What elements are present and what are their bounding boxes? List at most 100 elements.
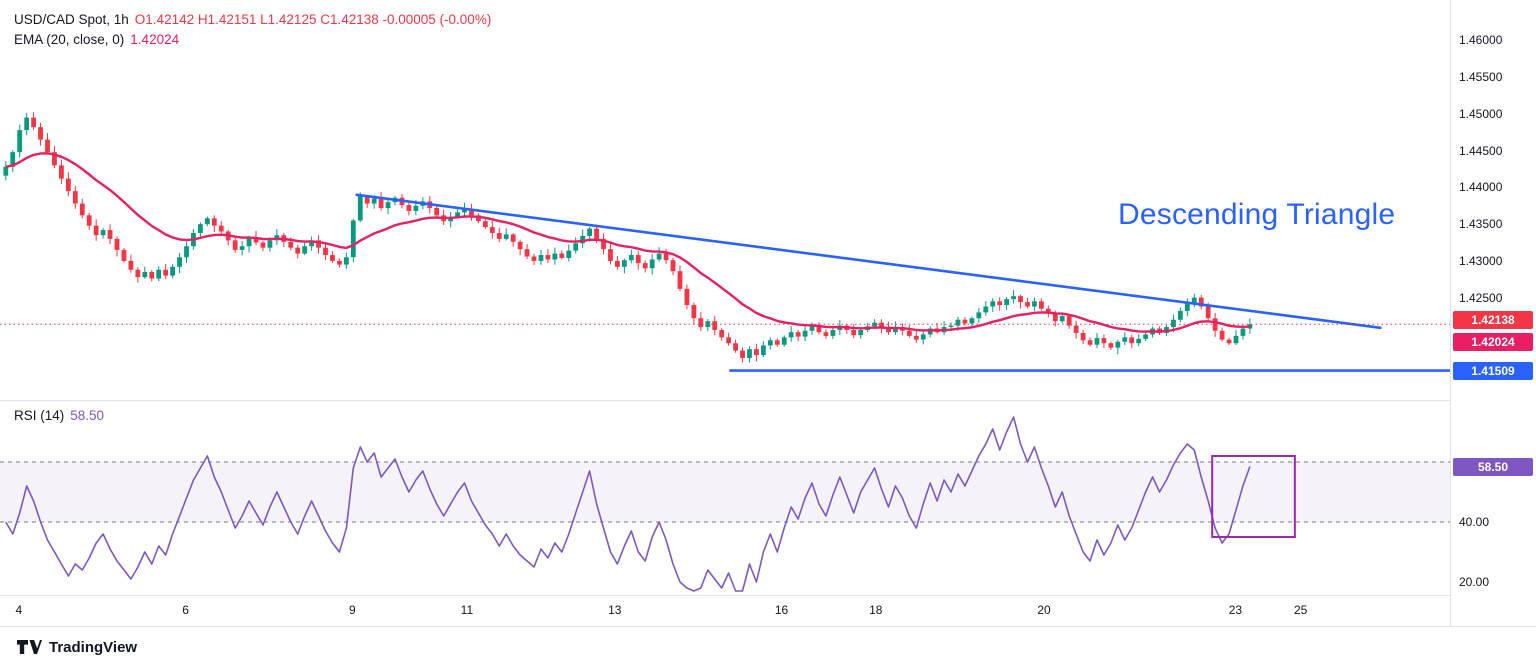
price-pane[interactable]: USD/CAD Spot, 1h O1.42142 H1.42151 L1.421… [0,0,1450,400]
candle-body [1087,340,1093,345]
rsi-chart-svg[interactable] [0,402,1450,594]
candle-body [142,271,148,278]
candle-body [462,208,467,213]
candle-body [476,215,481,222]
candle-body [469,208,474,216]
candle-body [364,196,370,204]
candle-body [545,255,551,260]
tradingview-logo[interactable]: TradingView [16,639,137,656]
candle-body [879,322,884,328]
candle-body [608,249,613,261]
descending-triangle-annotation[interactable]: Descending Triangle [1118,198,1396,231]
candle-body [983,306,989,313]
candle-body [635,255,641,264]
candle-body [754,349,759,356]
rsi-band-fill [0,462,1450,522]
candle-body [816,326,822,333]
price-chart-svg[interactable] [0,0,1450,400]
candle-body [65,178,71,192]
candle-body [288,241,294,248]
candle-body [3,166,9,176]
candle-body [350,220,356,258]
candle-body [323,247,328,256]
candle-body [1052,313,1058,322]
candle-body [830,330,836,336]
candle-body [962,319,968,324]
candle-body [649,259,655,269]
ema-indicator-label[interactable]: EMA (20, close, 0) [14,32,125,47]
candle-body [1038,301,1044,309]
candle-body [1226,339,1232,344]
candle-body [128,260,134,270]
rsi-line[interactable] [5,416,1251,592]
time-axis-label: 20 [1037,603,1051,617]
candle-body [788,332,794,338]
candle-body [587,228,593,236]
candle-body [976,312,982,319]
candle-body [1059,316,1065,322]
candle-body [663,253,669,261]
candle-body [927,328,933,335]
candle-body [684,288,690,306]
time-axis-label: 16 [774,603,789,617]
candle-body [677,271,683,289]
price-axis-label: 1.44500 [1459,143,1503,158]
candle-body [45,139,50,153]
rsi-pane[interactable]: RSI (14) 58.50 [0,402,1450,594]
candle-body [1018,296,1023,303]
symbol-title[interactable]: USD/CAD Spot, 1h [14,12,129,27]
candle-body [10,152,16,167]
candle-body [343,257,349,265]
candle-body [1198,297,1204,307]
candle-body [496,232,502,239]
candle-body [781,337,787,345]
time-axis-label: 23 [1228,603,1243,617]
candle-body [170,266,176,276]
time-axis-label: 25 [1293,603,1308,617]
candle-body [872,322,877,327]
rsi-indicator-label[interactable]: RSI (14) [14,408,65,423]
candle-body [267,240,273,248]
candle-body [482,221,488,228]
candle-body [1129,337,1135,344]
candle-body [413,205,419,211]
candle-body [302,246,308,254]
candle-body [802,330,808,337]
candle-body [747,349,752,358]
candle-body [1011,296,1016,300]
candle-body [906,330,912,336]
time-axis[interactable]: 4 6 9 11 13 16 18 20 23 25 [0,595,1450,627]
pane-divider[interactable] [0,400,1450,401]
price-axis[interactable]: 1.46000 1.45500 1.45000 1.44500 1.44000 1.435… [1450,0,1536,626]
candle-body [114,238,120,250]
candle-body [204,218,210,225]
candle-body [580,235,586,244]
rsi-highlight-box[interactable] [1211,455,1296,538]
candle-body [211,218,217,226]
candle-body [38,127,43,140]
candle-body [760,345,766,356]
candle-body [642,263,648,269]
candle-body [1247,324,1253,329]
candle-body [990,301,996,307]
time-axis-label: 9 [349,603,356,617]
time-axis-label: 6 [182,603,189,617]
candle-body [851,330,857,336]
price-badge: 1.41509 [1453,361,1533,380]
candle-body [1025,302,1030,307]
rsi-value: 58.50 [70,408,105,423]
candle-body [163,269,169,276]
candle-body [309,240,315,247]
candle-body [913,335,919,340]
descending-trendline[interactable] [355,193,1382,330]
footer-bar: TradingView [0,626,1536,667]
candle-body [767,340,773,346]
candle-body [52,152,57,166]
ema-line[interactable] [5,152,1250,333]
candle-body [670,260,676,272]
candle-body [406,205,412,211]
candle-body [1032,301,1037,307]
candle-body [1045,308,1051,314]
candle-body [100,230,106,236]
candle-body [712,321,718,331]
